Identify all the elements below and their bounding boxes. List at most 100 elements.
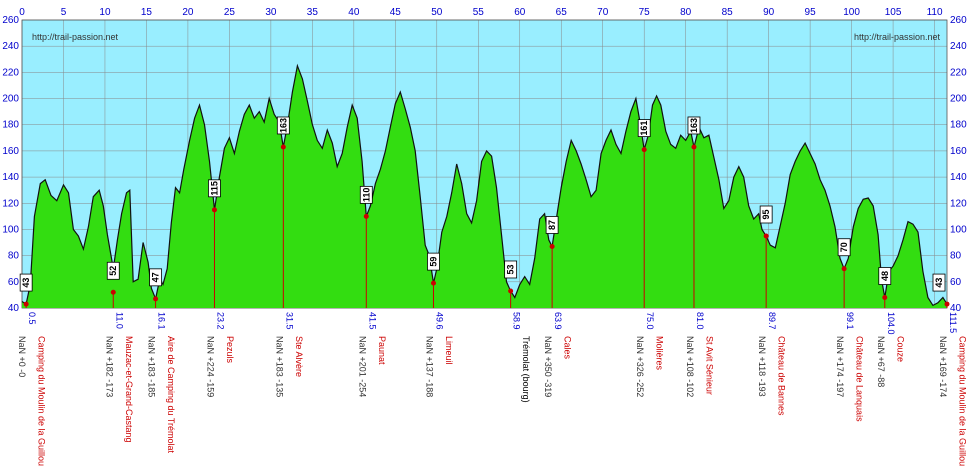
waypoint-stats: NaN +137 -188: [424, 336, 434, 397]
waypoint-labels: 0.5 Camping du Moulin de la Guillou NaN +0…: [17, 312, 967, 466]
y-tick-label-left: 120: [2, 198, 19, 209]
waypoint-dot: [841, 266, 847, 272]
waypoint-stats: NaN +326 -252: [635, 336, 645, 397]
elevation-line: [21, 63, 948, 307]
altitude-badge: [932, 273, 946, 292]
waypoint-distance: 16.1: [157, 312, 167, 330]
waypoint-distance: 23.2: [215, 312, 225, 330]
altitude-badge-label: 47: [151, 272, 161, 282]
x-tick-label: 20: [182, 7, 194, 18]
altitude-badge-label: 43: [21, 278, 31, 288]
waypoint-distance: 58.9: [512, 312, 522, 330]
altitude-badge: [19, 273, 33, 292]
waypoint-name: Cales: [563, 336, 573, 360]
x-tick-label: 75: [639, 7, 651, 18]
waypoint-distance: 99.1: [845, 312, 855, 330]
altitude-badge: [106, 261, 120, 280]
x-tick-label: 0: [19, 7, 25, 18]
x-tick-label: 35: [307, 7, 319, 18]
x-tick-label: 30: [265, 7, 277, 18]
x-tick-label: 100: [843, 7, 860, 18]
waypoint-name: Pezuls: [225, 336, 235, 364]
waypoint-distance: 75.0: [645, 312, 655, 330]
waypoint-name: Limeuil: [444, 336, 454, 365]
y-tick-label-left: 220: [2, 67, 19, 78]
waypoint-distance: 49.6: [434, 312, 444, 330]
x-tick-label: 5: [61, 7, 67, 18]
waypoint-stats: NaN +350 -319: [543, 336, 553, 397]
y-tick-label-left: 40: [8, 303, 20, 314]
x-tick-label: 95: [805, 7, 817, 18]
x-tick-label: 70: [597, 7, 609, 18]
waypoint-stats: NaN +182 -173: [104, 336, 114, 397]
y-tick-label-left: 260: [2, 15, 19, 26]
waypoint-dot: [430, 280, 436, 286]
y-tick-label-left: 60: [8, 277, 20, 288]
waypoint-dot: [763, 233, 769, 239]
x-tick-label: 85: [722, 7, 734, 18]
waypoint-name: Camping du Moulin de la Guillou: [37, 336, 47, 466]
waypoint-dot: [944, 301, 950, 307]
altitude-badge-label: 70: [839, 242, 849, 252]
altitude-badge-label: 161: [639, 121, 649, 136]
altitude-badge: [504, 260, 518, 279]
waypoint-stats: NaN +183 -135: [274, 336, 284, 397]
altitude-badge-label: 52: [108, 266, 118, 276]
y-tick-label-left: 200: [2, 94, 19, 105]
altitude-badge-label: 53: [506, 264, 516, 274]
waypoint-distance: 89.7: [767, 312, 777, 330]
waypoint-distance: 63.9: [553, 312, 563, 330]
waypoint-name: Molières: [655, 336, 665, 371]
waypoint-stats: NaN +108 -102: [685, 336, 695, 397]
x-tick-label: 25: [224, 7, 236, 18]
waypoint-dot: [280, 144, 286, 150]
waypoint-name: Ste Alvère: [294, 336, 304, 377]
altitude-badge-label: 163: [278, 118, 288, 133]
waypoint-name: Mauzac-et-Grand-Castang: [124, 336, 134, 443]
x-tick-label: 90: [763, 7, 775, 18]
altitude-badge-label: 43: [934, 278, 944, 288]
y-tick-label-right: 60: [950, 277, 962, 288]
waypoint-stats: NaN +183 -185: [147, 336, 157, 397]
waypoint-dot: [211, 207, 217, 213]
y-tick-label-right: 80: [950, 251, 962, 262]
y-axis-left-ticks: 40 60 80 100 120 140 160 180 200 220 240 260: [2, 15, 19, 314]
y-tick-label-left: 140: [2, 172, 19, 183]
elevation-area: [22, 65, 947, 308]
waypoint-dot: [691, 144, 697, 150]
waypoint-name: Couze: [895, 336, 905, 362]
waypoint-distance: 31.5: [284, 312, 294, 330]
x-tick-label: 80: [680, 7, 692, 18]
waypoint-stats: NaN +118 -193: [757, 336, 767, 397]
x-tick-label: 40: [348, 7, 360, 18]
altitude-badge-label: 87: [547, 220, 557, 230]
waypoint-stats: NaN +174 -197: [835, 336, 845, 397]
waypoint-distance: 11.0: [114, 312, 124, 329]
waypoint-name: Aire de Camping du Trémolat: [166, 336, 176, 454]
waypoint-dot: [641, 147, 647, 153]
altitude-badge-label: 163: [689, 118, 699, 133]
x-tick-label: 55: [473, 7, 485, 18]
waypoint-stats: NaN +201 -254: [357, 336, 367, 397]
waypoint-dot: [882, 295, 888, 301]
x-tick-label: 110: [927, 7, 943, 18]
y-tick-label-right: 180: [950, 120, 967, 131]
waypoint-dot: [110, 289, 116, 295]
altitude-badge-label: 59: [428, 257, 438, 267]
watermark-left: http://trail-passion.net: [32, 32, 119, 42]
y-axis-right-ticks: 40 60 80 100 120 140 160 180 200 220 240 260: [950, 15, 967, 314]
waypoint-stats: NaN +0 -0: [17, 336, 27, 377]
x-tick-label: 105: [885, 7, 902, 18]
y-tick-label-left: 240: [2, 41, 19, 52]
waypoint-name: Château de Lanquais: [855, 336, 865, 422]
altitude-badge-label: 95: [761, 209, 771, 219]
y-tick-label-right: 200: [950, 94, 967, 105]
y-tick-label-left: 160: [2, 146, 19, 157]
waypoint-distance: 81.0: [695, 312, 705, 330]
x-tick-label: 50: [431, 7, 443, 18]
y-tick-label-right: 240: [950, 41, 967, 52]
waypoint-dot: [549, 243, 555, 249]
altitude-badge-label: 48: [880, 271, 890, 281]
y-tick-label-right: 260: [950, 15, 967, 26]
waypoint-distance: 104.0: [886, 312, 896, 335]
